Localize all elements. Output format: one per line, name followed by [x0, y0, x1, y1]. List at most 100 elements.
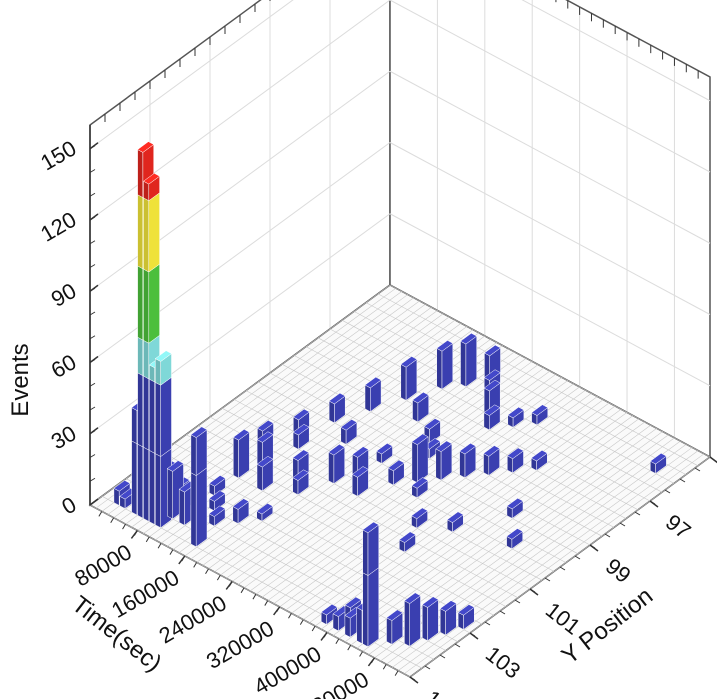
bar-face-right [148, 263, 160, 344]
x-minor-tick [216, 574, 221, 581]
bar [328, 444, 346, 485]
bar-top [506, 528, 524, 540]
y-minor-tick [469, 632, 476, 637]
bar [208, 490, 226, 512]
floor-gridline [317, 337, 639, 511]
bar-face-left [137, 149, 144, 199]
bar-top [423, 418, 441, 430]
bar [208, 505, 226, 527]
bar-top [531, 404, 549, 416]
bar-top [143, 173, 161, 185]
bar-top [507, 406, 525, 419]
x-minor-tick [299, 619, 304, 625]
floor-gridline [389, 284, 711, 458]
bar [412, 391, 430, 423]
floor-gridline [232, 361, 533, 582]
bar-top [459, 443, 477, 455]
bar-face-left [483, 453, 490, 476]
bar-top [362, 521, 380, 534]
bar-face-right [367, 524, 380, 576]
bar-face-left [412, 399, 419, 423]
bar [256, 456, 274, 492]
bar [398, 531, 416, 553]
bar-top [400, 356, 418, 368]
bar [328, 392, 346, 424]
bar-face-left [400, 363, 407, 401]
y-minor-tick [619, 522, 626, 527]
floor-gridline [273, 383, 574, 604]
bar-face-left [137, 194, 144, 270]
x-minor-tick [359, 651, 364, 657]
bar [507, 406, 525, 428]
x-minor-tick [98, 511, 103, 517]
bar-top [530, 449, 548, 462]
bar-face-left [356, 607, 363, 645]
z-tick-label: 120 [36, 207, 80, 247]
bar-top [412, 391, 430, 404]
y-minor-tick [679, 478, 686, 483]
right-wall-gridline [389, 70, 711, 244]
y-minor-tick [529, 588, 536, 593]
y-minor-tick [589, 544, 596, 549]
bar-face-left [190, 472, 197, 548]
y-minor-tick [544, 577, 551, 582]
y-minor-tick [439, 654, 446, 659]
bar-face-right [409, 595, 421, 647]
y-minor-tick [634, 511, 641, 516]
bar-top [344, 596, 362, 609]
bar [351, 466, 369, 497]
bar [411, 433, 429, 484]
z-minor-tick [89, 240, 96, 245]
bar [506, 528, 524, 550]
bar [208, 475, 226, 497]
bar [364, 376, 382, 413]
bar [457, 604, 475, 630]
bar-top [208, 505, 226, 517]
right-wall-gridline [521, 0, 711, 102]
z-minor-tick [89, 264, 96, 268]
bar-top [483, 369, 501, 381]
y-minor-tick [424, 665, 431, 670]
z-minor-tick [89, 169, 96, 173]
floor-gridline [291, 393, 592, 614]
x-minor-tick [276, 606, 281, 613]
bar-top [386, 609, 404, 621]
floor-gridline [293, 355, 615, 528]
bar-top [232, 429, 250, 441]
bar-top [256, 431, 274, 443]
bar-top [292, 449, 310, 461]
bar-face-left [155, 453, 161, 529]
bar-face-left [256, 463, 263, 492]
bar-face-left [167, 468, 173, 520]
z-minor-tick [89, 216, 96, 221]
bar-top [446, 511, 464, 523]
x-tick-label: 240000 [155, 590, 231, 648]
bar-top [256, 456, 274, 468]
bar-top [411, 507, 429, 519]
bar-face-right [367, 567, 380, 648]
floor-gridline [279, 386, 580, 608]
z-minor-tick [89, 406, 96, 411]
bar-top [483, 379, 501, 392]
bar-face-left [362, 572, 369, 648]
bar-face-left [439, 608, 446, 636]
x-minor-tick [181, 555, 186, 562]
z-minor-tick [89, 192, 96, 197]
bar-face-left [143, 268, 150, 344]
bar [483, 445, 501, 476]
bar [411, 477, 429, 499]
bar-top [411, 433, 429, 445]
z-tick-label: 0 [57, 492, 80, 520]
bar-top [292, 469, 310, 481]
bar-top [649, 452, 667, 465]
bar-top [435, 440, 453, 452]
floor-gridline [226, 358, 527, 579]
bar-face-left [328, 451, 335, 485]
bar [649, 452, 667, 474]
z-axis-label: Events [7, 343, 34, 416]
floor-gridline [269, 372, 591, 546]
bar [506, 497, 524, 519]
bar-top [340, 419, 358, 431]
bar-face-left [436, 347, 443, 390]
bar [400, 356, 418, 401]
